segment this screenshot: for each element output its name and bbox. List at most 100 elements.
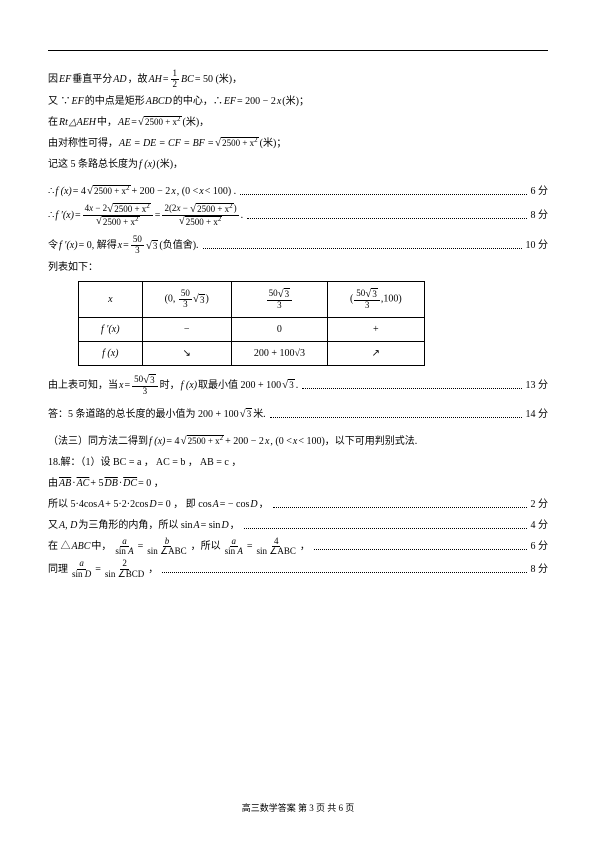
text: , (0 < xyxy=(270,432,291,451)
text: ， xyxy=(300,537,310,556)
table-cell: 50√33 xyxy=(231,282,327,318)
var: EF xyxy=(224,92,236,111)
text: 的中点是矩形 xyxy=(85,92,145,111)
text: ，所以 xyxy=(191,537,221,556)
text-line: 列表如下： xyxy=(48,258,548,277)
var: D xyxy=(149,495,156,514)
text-line: 18.解：（1）设 BC = a ， AC = b ， AB = c ， xyxy=(48,453,548,472)
table-cell: 200 + 100√3 xyxy=(231,341,327,365)
text-line: 在 △ ABC 中， asin A = bsin ∠ABC ，所以 asin A… xyxy=(48,537,548,558)
fraction: 2(2x − √2500 + x2) √2500 + x2 xyxy=(162,203,238,228)
text: 取最小值 200 + 100 xyxy=(198,376,281,395)
text: 令 xyxy=(48,236,58,255)
text-line: 因 EF 垂直平分 AD ，故 AH = 12 BC = 50 (米)， xyxy=(48,69,548,90)
eq: = xyxy=(155,206,161,225)
sqrt: √3 xyxy=(282,379,295,391)
text: 因 xyxy=(48,70,58,89)
var: A xyxy=(194,516,200,535)
var: x xyxy=(265,432,269,451)
score: 2 分 xyxy=(531,495,549,514)
text: = − cos xyxy=(220,495,250,514)
leader-dots xyxy=(247,212,526,219)
sqrt: √2500 + x2 xyxy=(87,185,131,197)
text: = 4 xyxy=(73,182,86,201)
top-rule xyxy=(48,50,548,51)
var: x xyxy=(119,376,123,395)
vector: AB xyxy=(59,474,71,493)
text-line: ∴ f (x) = 4 √2500 + x2 + 200 − 2 x , (0 … xyxy=(48,182,548,201)
text-line: 答：5 条道路的总长度的最小值为 200 + 100 √3 米. 14 分 xyxy=(48,405,548,424)
fpx: f ′(x) xyxy=(55,206,74,225)
score: 10 分 xyxy=(526,236,549,255)
score: 6 分 xyxy=(531,537,549,556)
fraction: 50√33 xyxy=(132,374,158,397)
text: 由上表可知，当 xyxy=(48,376,118,395)
sqrt: √3 xyxy=(146,240,159,252)
leader-dots xyxy=(273,501,527,508)
text: 的中心，∴ xyxy=(173,92,223,111)
text: = 4 xyxy=(166,432,179,451)
var: EF xyxy=(72,92,84,111)
text: ， xyxy=(148,560,158,579)
fpx: f ′(x) xyxy=(59,236,78,255)
text: (米)， xyxy=(156,155,183,174)
fraction: 4x − 2√2500 + x2 √2500 + x2 xyxy=(83,203,153,228)
text: 米. xyxy=(253,405,266,424)
eq: = xyxy=(131,113,137,132)
table-row: x (0, 503√3) 50√33 (50√33,100) xyxy=(79,282,425,318)
table-cell: 0 xyxy=(231,317,327,341)
fraction: 4sin ∠ABC xyxy=(255,537,298,558)
vector: DB xyxy=(104,474,117,493)
var: D xyxy=(250,495,257,514)
var: △AEH xyxy=(69,113,96,132)
text-line: 由 AB · AC + 5 DB · DC = 0 ， xyxy=(48,474,548,493)
var-ah: AH xyxy=(149,70,162,89)
page: 因 EF 垂直平分 AD ，故 AH = 12 BC = 50 (米)， 又 ∵… xyxy=(0,0,596,842)
var-ad: AD xyxy=(113,70,126,89)
text-line: 同理 asin D = 2sin ∠BCD ， 8 分 xyxy=(48,559,548,580)
text: 又 xyxy=(48,516,58,535)
sqrt: √2500 + x2 xyxy=(215,137,259,149)
text: 中， xyxy=(91,537,111,556)
fx: f (x) xyxy=(181,376,197,395)
table-cell: (0, 503√3) xyxy=(142,282,231,318)
table-cell: − xyxy=(142,317,231,341)
text: 又 ∵ xyxy=(48,92,71,111)
text: （法三）同方法二得到 xyxy=(48,432,148,451)
text: (米)， xyxy=(183,113,210,132)
text: 在 xyxy=(48,113,58,132)
eq: = xyxy=(75,206,81,225)
leader-dots xyxy=(314,543,527,550)
score: 4 分 xyxy=(531,516,549,535)
var: D xyxy=(221,516,228,535)
text: · xyxy=(72,474,75,493)
score: 6 分 xyxy=(531,182,549,201)
fraction: asin D xyxy=(70,559,93,580)
text: = sin xyxy=(201,516,221,535)
text: (米)； xyxy=(260,134,287,153)
var: A xyxy=(98,495,104,514)
text: · xyxy=(119,474,122,493)
text: ∴ xyxy=(48,206,54,225)
leader-dots xyxy=(244,522,527,529)
text: + 5 xyxy=(90,474,103,493)
text: . xyxy=(241,206,244,225)
text: = 0 ， 即 cos xyxy=(158,495,212,514)
text: 中， xyxy=(97,113,117,132)
text: = 0 ， xyxy=(138,474,164,493)
table-cell: ↘ xyxy=(142,341,231,365)
table-cell: f (x) xyxy=(79,341,143,365)
text: 由对称性可得， xyxy=(48,134,118,153)
sqrt: √2500 + x2 xyxy=(181,435,225,447)
var: x xyxy=(171,182,175,201)
eq: = xyxy=(123,236,129,255)
table-row: f ′(x) − 0 + xyxy=(79,317,425,341)
text: ， xyxy=(230,516,240,535)
sqrt: √3 xyxy=(240,408,253,420)
eq-chain: AE = DE = CF = BF = xyxy=(119,134,214,153)
var: A, D xyxy=(59,516,77,535)
text-line: 在 Rt △AEH 中， AE = √2500 + x2 (米)， xyxy=(48,113,548,132)
text: < 100)，以下可用判别式法. xyxy=(298,432,417,451)
text: = 200 − 2 xyxy=(237,92,276,111)
eq: = xyxy=(95,560,101,579)
